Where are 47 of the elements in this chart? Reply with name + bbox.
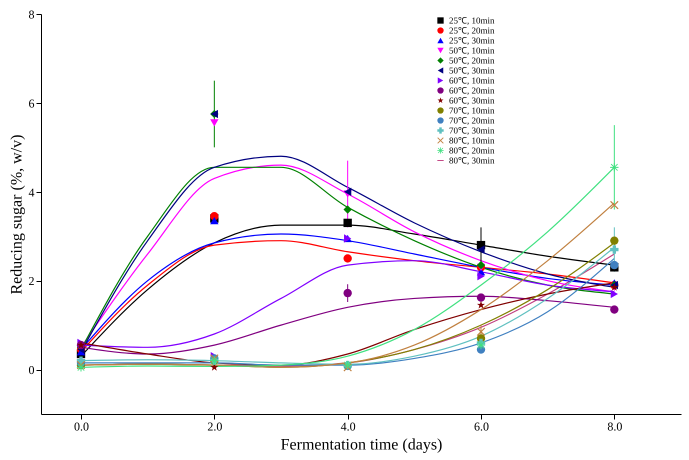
legend-label: 25℃, 10min [449,16,495,26]
x-tick-label: 4.0 [340,420,356,434]
point [610,260,619,270]
legend-label: 25℃, 20min [449,26,495,36]
point [210,119,219,127]
legend-label: 70℃, 20min [449,116,495,126]
point [476,293,486,302]
point [477,245,485,254]
point [343,218,352,228]
legend-label: 80℃, 10min [449,136,495,146]
point [610,290,618,298]
x-tick-label: 2.0 [207,420,222,434]
point [476,328,486,336]
x-tick-label: 0.0 [74,420,89,434]
legend-label: 70℃, 10min [449,106,495,116]
point [343,205,352,214]
point [610,236,619,245]
legend-label: 80℃, 30min [449,156,495,166]
point [610,305,619,314]
legend-label: 60℃, 20min [449,86,495,96]
point [343,288,352,298]
y-tick-label: 2 [28,274,34,288]
legend-label: 50℃, 20min [449,56,495,66]
y-tick-label: 0 [28,363,34,378]
legend-label: 25℃, 30min [449,36,495,46]
point [477,300,485,308]
point [344,188,352,196]
legend-label: 50℃, 10min [449,46,495,56]
y-tick-label: 6 [28,96,34,110]
point [610,245,619,254]
point [210,217,219,224]
point [610,163,619,172]
x-tick-label: 6.0 [474,420,489,434]
legend-label: 60℃, 30min [449,96,495,106]
legend-label: 80℃, 20min [449,146,495,156]
point [610,200,619,210]
point [476,260,486,270]
y-tick-label: 4 [28,185,34,200]
point [477,272,485,280]
legend-label: 70℃, 30min [449,126,495,136]
point [343,254,352,263]
y-tick-label: 8 [28,8,34,22]
y-axis-title: Reducing sugar (%, w/v) [8,134,26,294]
legend-label: 60℃, 10min [449,76,495,86]
x-axis-title: Fermentation time (days) [280,436,442,454]
legend-label: 50℃, 30min [449,66,495,76]
x-tick-label: 8.0 [607,420,622,434]
